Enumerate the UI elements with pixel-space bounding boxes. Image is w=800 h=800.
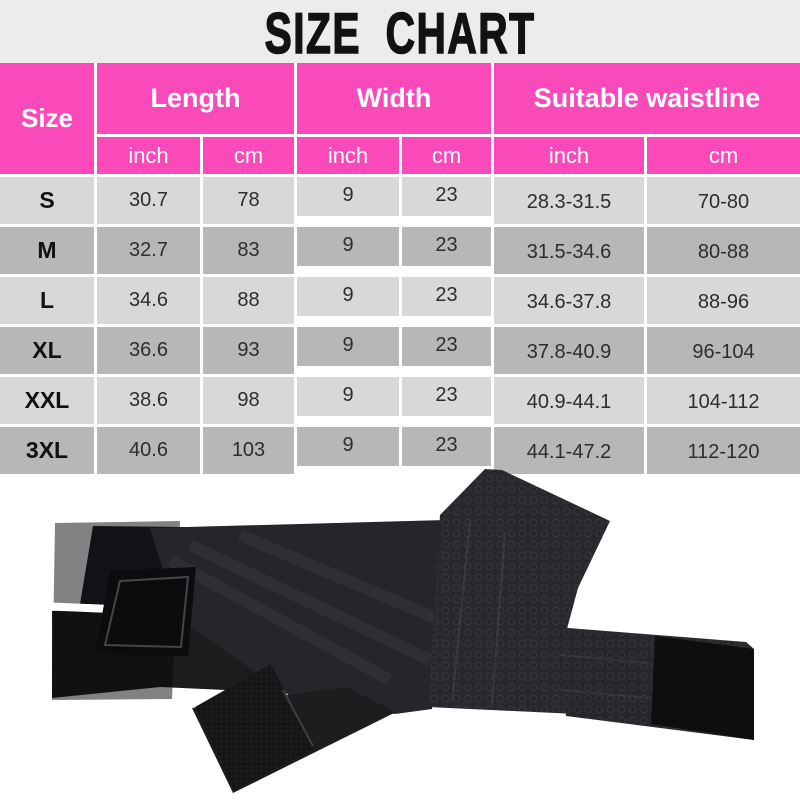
row-l-size: L <box>0 277 97 327</box>
belt-lower-flap-velcro-texture <box>195 664 314 790</box>
row-s-width-inch: 9 <box>297 177 402 227</box>
row-m-waist-inch: 31.5-34.6 <box>494 227 647 277</box>
header-suitable-waistline: Suitable waistline <box>494 63 800 137</box>
row-3xl-waist-inch: 44.1-47.2 <box>494 427 647 477</box>
subheader-width-cm: cm <box>402 137 494 177</box>
belt-main-band-sheen <box>167 529 443 686</box>
belt-right-strap-seams <box>559 654 651 699</box>
row-l-length-inch: 34.6 <box>97 277 203 327</box>
row-3xl-length-inch: 40.6 <box>97 427 203 477</box>
header-size: Size <box>0 63 97 177</box>
row-s-width-cm: 23 <box>402 177 494 227</box>
row-xxl-waist-cm: 104-112 <box>647 377 800 427</box>
belt-left-dark-overlay <box>52 521 180 700</box>
row-3xl-waist-cm: 112-120 <box>647 427 800 477</box>
row-xxl-size: XXL <box>0 377 97 427</box>
belt-center-strap-texture <box>428 469 610 714</box>
belt-right-strap-dark-end <box>651 636 754 740</box>
row-m-length-cm: 83 <box>203 227 297 277</box>
row-3xl-size: 3XL <box>0 427 97 477</box>
header-width: Width <box>297 63 494 137</box>
row-xl-size: XL <box>0 327 97 377</box>
row-xl-waist-inch: 37.8-40.9 <box>494 327 647 377</box>
subheader-waist-inch: inch <box>494 137 647 177</box>
belt-main-band <box>150 520 446 714</box>
belt-left-lower-strap <box>52 611 374 698</box>
row-xl-length-cm: 93 <box>203 327 297 377</box>
size-chart-table: Size Length Width Suitable waistline inc… <box>0 63 800 477</box>
row-l-width-inch: 9 <box>297 277 402 327</box>
row-xxl-width-inch: 9 <box>297 377 402 427</box>
page-title: SIZE CHART <box>264 0 536 66</box>
subheader-waist-cm: cm <box>647 137 800 177</box>
belt-right-strap-texture <box>556 627 754 740</box>
belt-right-strap <box>556 627 754 740</box>
row-s-length-inch: 30.7 <box>97 177 203 227</box>
row-l-width-cm: 23 <box>402 277 494 327</box>
row-l-waist-inch: 34.6-37.8 <box>494 277 647 327</box>
belt-lower-flap <box>192 687 396 793</box>
title-band: SIZE CHART <box>0 0 800 66</box>
header-length: Length <box>97 63 297 137</box>
row-xl-length-inch: 36.6 <box>97 327 203 377</box>
row-s-size: S <box>0 177 97 227</box>
row-3xl-length-cm: 103 <box>203 427 297 477</box>
belt-velcro-patch-stitching <box>103 575 190 649</box>
row-xl-width-cm: 23 <box>402 327 494 377</box>
row-m-length-inch: 32.7 <box>97 227 203 277</box>
belt-flap-fold-edge <box>282 689 314 747</box>
row-xxl-width-cm: 23 <box>402 377 494 427</box>
subheader-width-inch: inch <box>297 137 402 177</box>
subheader-length-inch: inch <box>97 137 203 177</box>
row-l-waist-cm: 88-96 <box>647 277 800 327</box>
row-xl-width-inch: 9 <box>297 327 402 377</box>
row-m-waist-cm: 80-88 <box>647 227 800 277</box>
row-s-length-cm: 78 <box>203 177 297 227</box>
row-m-width-inch: 9 <box>297 227 402 277</box>
row-xl-waist-cm: 96-104 <box>647 327 800 377</box>
row-3xl-width-cm: 23 <box>402 427 494 477</box>
row-s-waist-inch: 28.3-31.5 <box>494 177 647 227</box>
belt-center-strap-seams <box>451 521 506 707</box>
row-m-width-cm: 23 <box>402 227 494 277</box>
belt-velcro-patch <box>95 567 196 656</box>
belt-left-slit <box>40 602 110 613</box>
row-m-size: M <box>0 227 97 277</box>
row-xxl-length-cm: 98 <box>203 377 297 427</box>
belt-lower-flap-velcro <box>195 664 314 790</box>
row-xxl-waist-inch: 40.9-44.1 <box>494 377 647 427</box>
row-l-length-cm: 88 <box>203 277 297 327</box>
subheader-length-cm: cm <box>203 137 297 177</box>
row-xxl-length-inch: 38.6 <box>97 377 203 427</box>
belt-center-strap <box>428 469 610 714</box>
belt-left-upper-strap <box>80 526 380 610</box>
row-s-waist-cm: 70-80 <box>647 177 800 227</box>
row-3xl-width-inch: 9 <box>297 427 402 477</box>
